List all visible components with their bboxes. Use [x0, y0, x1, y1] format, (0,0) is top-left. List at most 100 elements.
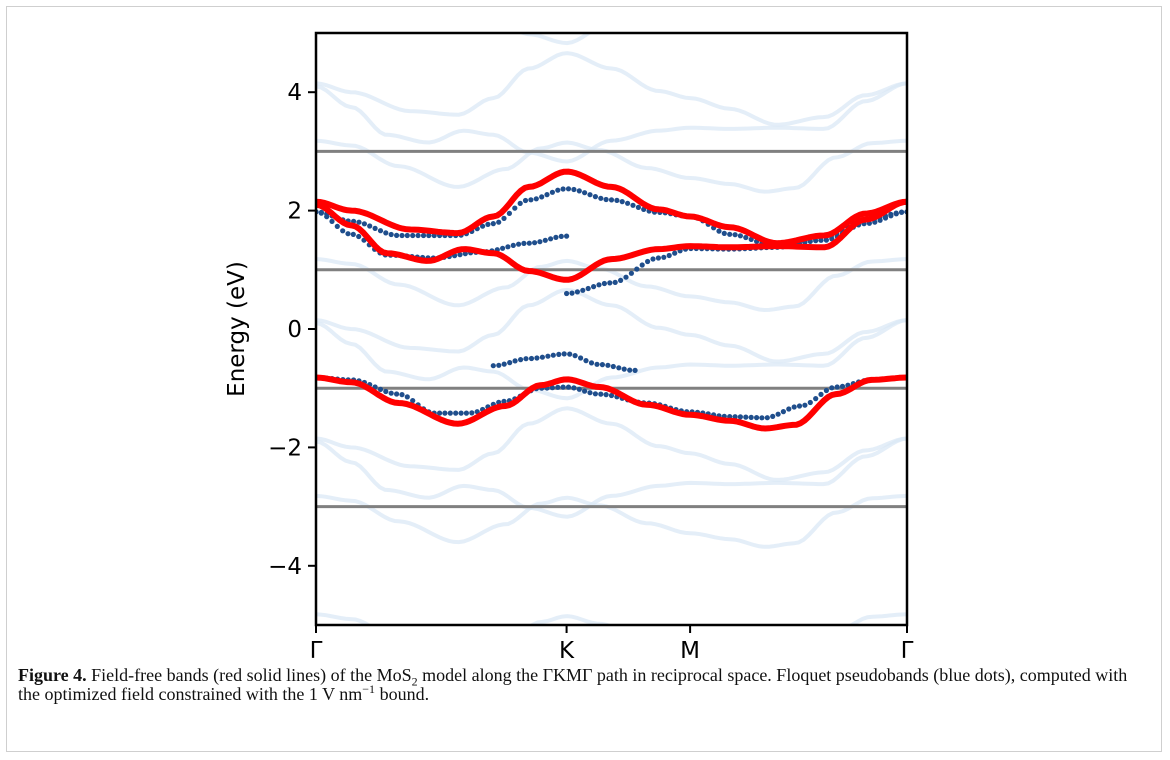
floquet-dot	[585, 285, 591, 292]
floquet-dot	[564, 290, 570, 297]
floquet-dot	[537, 239, 543, 245]
floquet-dot	[485, 221, 491, 227]
floquet-dot	[813, 396, 819, 402]
floquet-dot	[628, 270, 635, 276]
floquet-dot	[426, 232, 432, 239]
floquet-dot	[612, 279, 618, 285]
x-tick-label: Γ	[310, 638, 323, 660]
floquet-dot	[496, 362, 502, 368]
floquet-dot	[596, 282, 602, 288]
floquet-dot	[383, 388, 389, 395]
faint-pseudoband-line	[316, 612, 907, 625]
floquet-dot	[372, 225, 378, 231]
floquet-dot	[550, 352, 556, 358]
floquet-dot	[608, 197, 615, 203]
floquet-dot	[507, 360, 513, 366]
floquet-dot	[732, 232, 738, 238]
floquet-dot	[625, 200, 631, 206]
band-structure-chart: −4 −2 0 2 4 Γ K M Γ Energy (eV)	[224, 0, 914, 660]
caption-subscript: 2	[411, 674, 418, 689]
floquet-dot	[732, 414, 738, 420]
floquet-dot	[661, 254, 667, 260]
floquet-dot	[899, 209, 905, 215]
faint-pseudoband-line	[316, 493, 907, 549]
floquet-dot	[608, 392, 615, 399]
faint-pseudoband-line	[316, 436, 907, 519]
floquet-dot	[655, 255, 662, 261]
floquet-dot	[807, 399, 813, 406]
floquet-dot	[447, 410, 453, 416]
floquet-dot	[823, 387, 830, 394]
floquet-dot	[839, 383, 846, 389]
caption-text-1: Field-free bands (red solid lines) of th…	[86, 665, 412, 685]
floquet-dot	[759, 415, 765, 421]
floquet-dot	[569, 290, 575, 296]
caption-text-3: bound.	[375, 684, 430, 704]
floquet-dot	[834, 384, 840, 390]
faint-pseudoband-line	[316, 0, 907, 6]
floquet-dot	[383, 230, 389, 236]
floquet-dot	[404, 232, 410, 239]
floquet-dot	[528, 355, 535, 362]
floquet-dot	[523, 356, 529, 362]
floquet-dot	[829, 385, 835, 391]
floquet-dot	[542, 237, 548, 243]
floquet-dot	[356, 233, 362, 240]
floquet-dot	[737, 233, 744, 239]
faint-pseudoband-line	[316, 138, 907, 194]
floquet-dot	[410, 398, 416, 404]
floquet-dot	[518, 357, 524, 363]
faint-pseudoband-line	[316, 51, 907, 127]
floquet-dot	[474, 409, 480, 415]
floquet-dot	[592, 194, 599, 200]
floquet-dot	[754, 415, 760, 421]
floquet-dot	[571, 385, 577, 391]
floquet-dot	[415, 232, 421, 239]
x-tick-label: Γ	[901, 638, 914, 660]
floquet-dot	[582, 388, 588, 394]
faint-pseudoband-line	[316, 257, 907, 313]
floquet-dot	[420, 232, 427, 239]
floquet-dot	[457, 252, 463, 258]
floquet-dot	[639, 262, 645, 268]
floquet-dot	[601, 280, 608, 287]
caption-superscript: −1	[362, 682, 376, 696]
floquet-dot	[555, 187, 561, 193]
floquet-dot	[490, 221, 496, 227]
floquet-dot	[560, 186, 566, 192]
floquet-dot	[512, 205, 518, 211]
floquet-dot	[367, 223, 373, 229]
floquet-dot	[324, 214, 330, 220]
floquet-dot	[567, 351, 573, 357]
floquet-dot	[635, 204, 642, 210]
floquet-dot	[528, 197, 534, 203]
y-axis-label: Energy (eV)	[224, 261, 250, 397]
floquet-dot	[533, 196, 539, 202]
floquet-dot	[775, 411, 781, 417]
floquet-dot	[340, 228, 346, 234]
floquet-dot	[410, 232, 416, 239]
floquet-dot	[442, 410, 448, 416]
floquet-dot	[560, 384, 566, 390]
floquet-dot	[623, 274, 629, 280]
floquet-dot	[548, 236, 554, 242]
floquet-dot	[592, 391, 599, 397]
floquet-dot	[893, 210, 899, 216]
floquet-dot	[634, 266, 640, 272]
floquet-dot	[598, 195, 604, 201]
y-tick-label: −2	[268, 435, 302, 461]
floquet-dot	[572, 353, 578, 359]
floquet-dot	[505, 244, 511, 250]
floquet-dot	[377, 386, 384, 392]
caption-text-2: model along the ΓKΜΓ path in reciprocal …	[18, 665, 1128, 704]
field-free-band-line	[316, 168, 907, 247]
floquet-dot	[818, 391, 824, 397]
floquet-dot	[627, 367, 633, 373]
field-free-band-line	[316, 374, 907, 432]
floquet-dot	[512, 358, 518, 364]
floquet-dot	[506, 210, 512, 216]
floquet-dot	[501, 361, 507, 367]
floquet-dot	[603, 392, 609, 398]
floquet-dot	[888, 211, 894, 217]
floquet-dot	[743, 234, 749, 241]
